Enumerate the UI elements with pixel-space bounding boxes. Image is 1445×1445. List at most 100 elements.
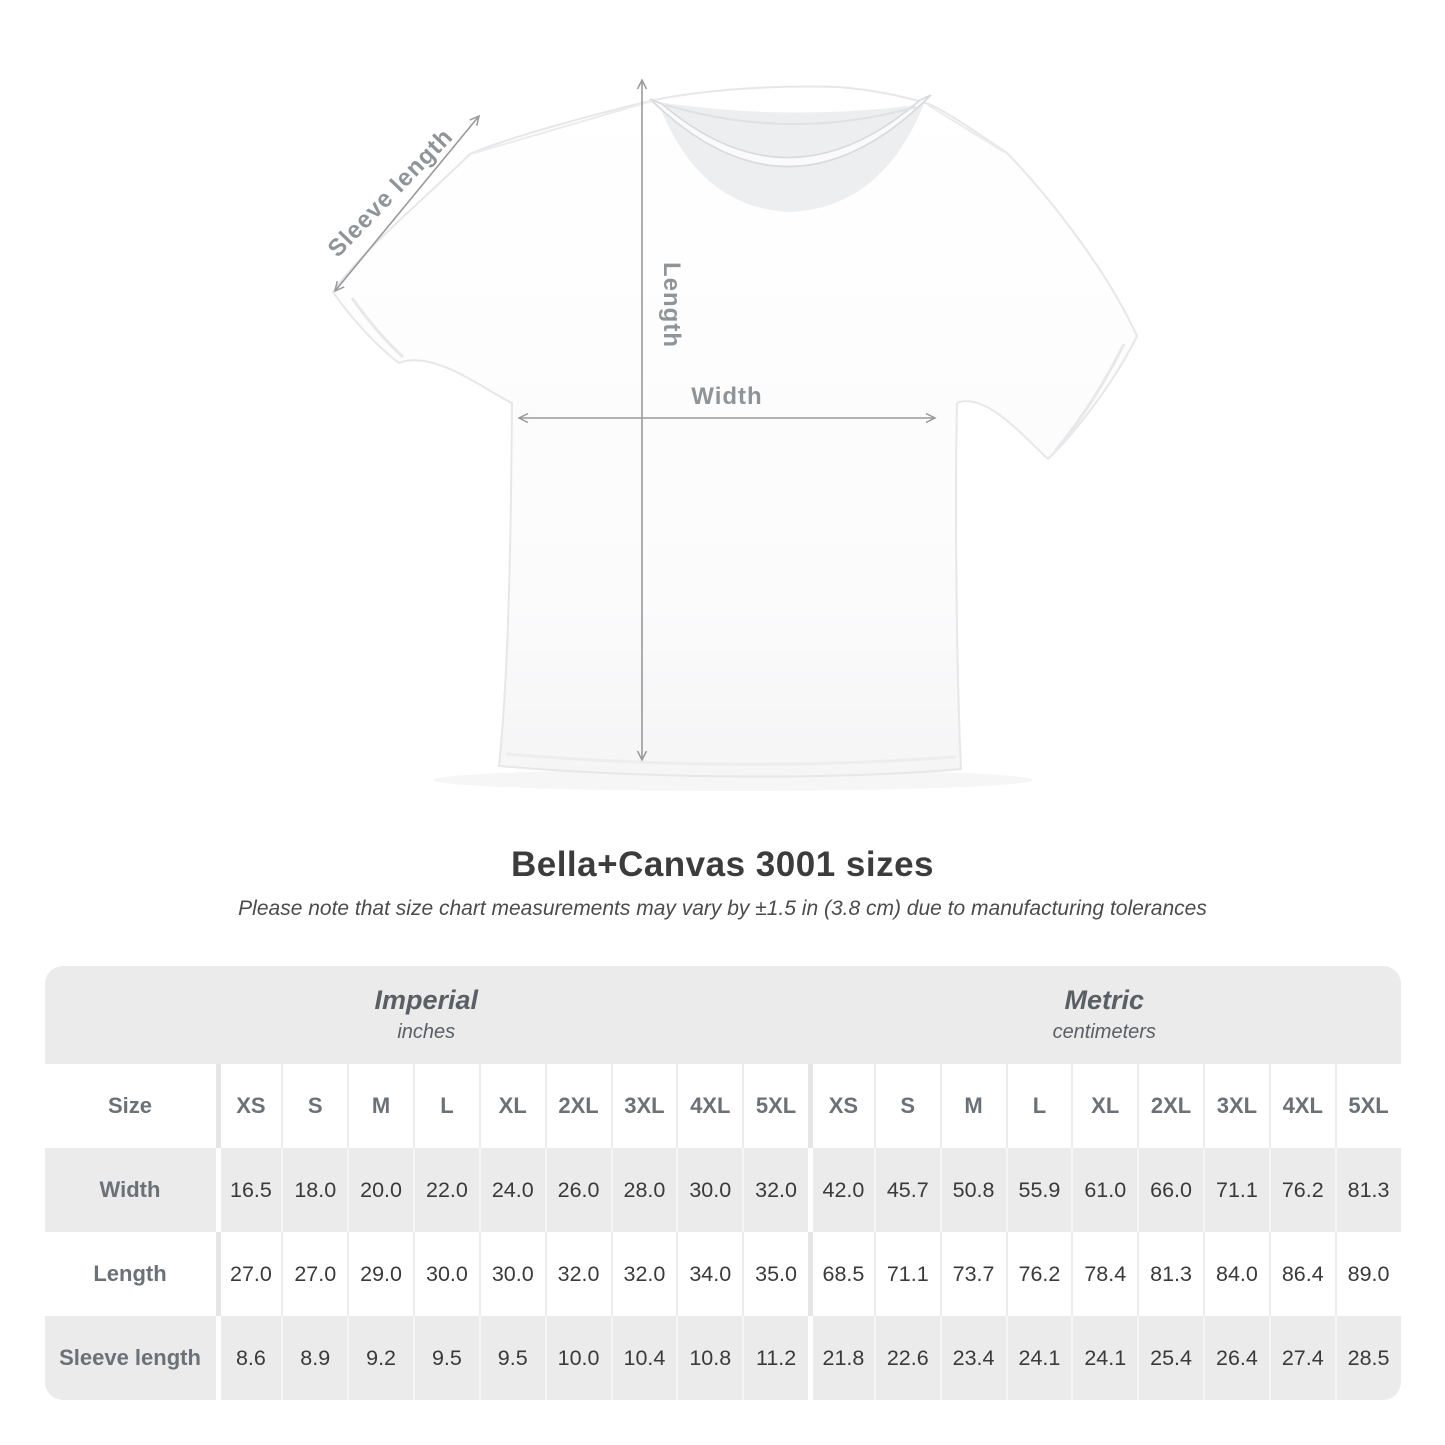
size-col-header: L <box>1005 1064 1072 1148</box>
measurement-value: 71.1 <box>1203 1148 1269 1232</box>
page-title: Bella+Canvas 3001 sizes <box>510 845 935 884</box>
size-col-header: S <box>281 1064 347 1148</box>
measurement-value: 24.1 <box>1005 1316 1072 1400</box>
measurement-value: 9.2 <box>347 1316 413 1400</box>
measurement-value: 89.0 <box>1334 1232 1401 1316</box>
metric-title: Metric <box>1064 985 1145 1015</box>
size-col-header: XL <box>478 1064 545 1148</box>
size-col-header: 3XL <box>1203 1064 1269 1148</box>
measurement-value: 81.3 <box>1137 1232 1203 1316</box>
measurement-value: 81.3 <box>1334 1148 1401 1232</box>
measurement-value: 66.0 <box>1137 1148 1203 1232</box>
measurement-value: 86.4 <box>1268 1232 1335 1316</box>
row-label: Sleeve length <box>59 1345 201 1370</box>
measurement-value: 78.4 <box>1071 1232 1137 1316</box>
size-col-header: 2XL <box>1137 1064 1203 1148</box>
length-label: Length <box>658 262 685 348</box>
measurement-value: 61.0 <box>1071 1148 1137 1232</box>
measurement-value: 32.0 <box>742 1148 808 1232</box>
measurement-value: 27.0 <box>281 1232 347 1316</box>
size-col-header: 4XL <box>676 1064 742 1148</box>
measurement-value: 24.0 <box>478 1148 545 1232</box>
metric-subtitle: centimeters <box>1052 1021 1156 1043</box>
measurement-value: 76.2 <box>1005 1232 1072 1316</box>
table-row-sleeve-length: Sleeve length 8.6 8.9 9.2 9.5 9.5 10.0 1… <box>44 1316 1401 1400</box>
size-table: Imperial inches Metric centimeters Size … <box>44 966 1401 1400</box>
dimension-arrows <box>333 78 937 762</box>
measurement-value: 28.5 <box>1334 1316 1401 1400</box>
size-col-header: M <box>939 1064 1006 1148</box>
measurement-value: 9.5 <box>413 1316 479 1400</box>
size-col-header: 5XL <box>742 1064 808 1148</box>
size-col-header: 5XL <box>1334 1064 1401 1148</box>
size-col-header: XS <box>215 1064 282 1148</box>
measurement-value: 76.2 <box>1268 1148 1335 1232</box>
tolerance-note: Please note that size chart measurements… <box>238 897 1207 920</box>
measurement-value: 50.8 <box>939 1148 1006 1232</box>
measurement-value: 32.0 <box>544 1232 611 1316</box>
size-header-row: Size XS S M L XL 2XL 3XL 4XL 5XL XS S M … <box>44 1064 1401 1148</box>
measurement-value: 68.5 <box>808 1232 874 1316</box>
measurement-value: 30.0 <box>413 1232 479 1316</box>
sleeve-length-arrow <box>333 114 481 293</box>
size-col-header: L <box>413 1064 479 1148</box>
measurement-value: 23.4 <box>939 1316 1006 1400</box>
measurement-value: 10.8 <box>676 1316 742 1400</box>
measurement-value: 11.2 <box>742 1316 808 1400</box>
collar-band <box>649 94 932 168</box>
measurement-value: 9.5 <box>478 1316 545 1400</box>
size-col-header: 2XL <box>544 1064 611 1148</box>
size-col-header: 3XL <box>610 1064 677 1148</box>
measurement-value: 10.4 <box>610 1316 677 1400</box>
metric-header: Metric centimeters <box>808 966 1401 1064</box>
measurement-value: 8.6 <box>215 1316 282 1400</box>
measurement-value: 30.0 <box>676 1148 742 1232</box>
tshirt-diagram: Sleeve length Length Width <box>323 78 1139 778</box>
measurement-value: 26.4 <box>1203 1316 1269 1400</box>
size-col-header: 4XL <box>1268 1064 1335 1148</box>
measurement-value: 30.0 <box>478 1232 545 1316</box>
measurement-value: 42.0 <box>808 1148 874 1232</box>
width-label: Width <box>691 383 762 410</box>
unit-header-band: Imperial inches Metric centimeters <box>44 966 1401 1064</box>
measurement-value: 8.9 <box>281 1316 347 1400</box>
measurement-value: 28.0 <box>610 1148 677 1232</box>
measurement-value: 24.1 <box>1071 1316 1137 1400</box>
measurement-value: 71.1 <box>873 1232 940 1316</box>
collar-back-seam <box>665 104 917 125</box>
measurement-value: 32.0 <box>610 1232 677 1316</box>
row-label: Width <box>99 1177 161 1202</box>
measurement-value: 25.4 <box>1137 1316 1203 1400</box>
measurement-value: 20.0 <box>347 1148 413 1232</box>
size-col-header: S <box>873 1064 940 1148</box>
measurement-value: 21.8 <box>808 1316 874 1400</box>
measurement-value: 26.0 <box>544 1148 611 1232</box>
tshirt-shape <box>331 85 1139 778</box>
size-col-header: XL <box>1071 1064 1137 1148</box>
measurement-value: 18.0 <box>281 1148 347 1232</box>
table-row-length: Length 27.0 27.0 29.0 30.0 30.0 32.0 32.… <box>44 1232 1401 1316</box>
measurement-value: 73.7 <box>939 1232 1006 1316</box>
measurement-value: 29.0 <box>347 1232 413 1316</box>
table-row-width: Width 16.5 18.0 20.0 22.0 24.0 26.0 28.0… <box>44 1148 1401 1232</box>
measurement-value: 22.0 <box>413 1148 479 1232</box>
tshirt-illustration: Sleeve length Length Width <box>323 78 1139 778</box>
row-label: Length <box>93 1261 167 1286</box>
imperial-title: Imperial <box>374 985 479 1015</box>
measurement-value: 35.0 <box>742 1232 808 1316</box>
measurement-value: 27.0 <box>215 1232 282 1316</box>
measurement-value: 27.4 <box>1268 1316 1335 1400</box>
measurement-value: 45.7 <box>873 1148 940 1232</box>
size-col-header: XS <box>808 1064 874 1148</box>
size-header-label: Size <box>107 1093 153 1118</box>
measurement-value: 22.6 <box>873 1316 940 1400</box>
measurement-value: 84.0 <box>1203 1232 1269 1316</box>
size-col-header: M <box>347 1064 413 1148</box>
measurement-value: 55.9 <box>1005 1148 1072 1232</box>
measurement-value: 16.5 <box>215 1148 282 1232</box>
imperial-subtitle: inches <box>397 1021 456 1043</box>
measurement-value: 34.0 <box>676 1232 742 1316</box>
measurement-value: 10.0 <box>544 1316 611 1400</box>
imperial-header: Imperial inches <box>45 966 809 1064</box>
